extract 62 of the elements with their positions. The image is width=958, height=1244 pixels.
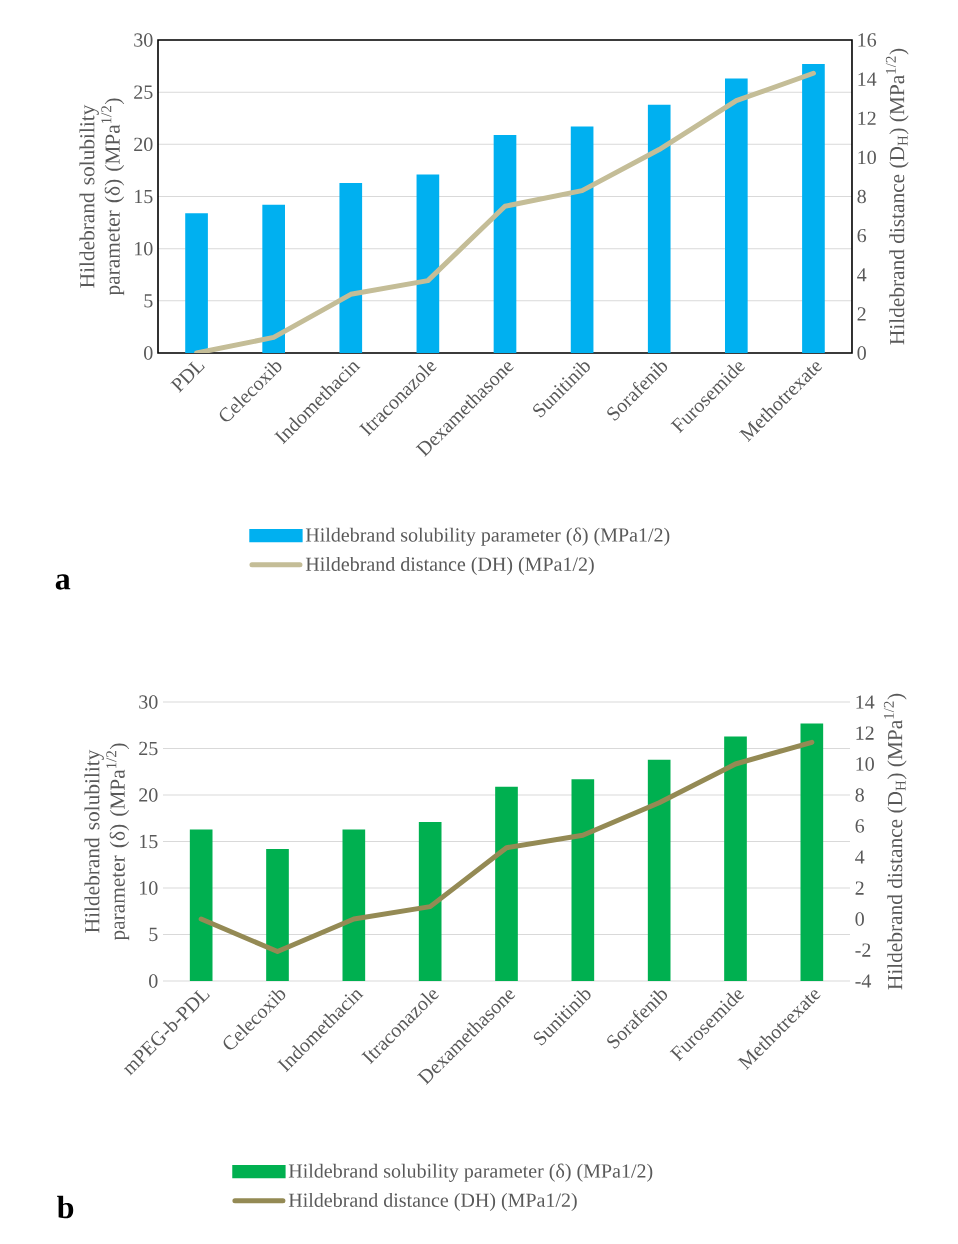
y2-tick-label: 12: [858, 111, 876, 125]
y-tick-label: 25: [134, 85, 153, 99]
y-tick-label: 5: [144, 294, 153, 308]
y2-tick-label: 0: [857, 346, 866, 360]
bar: [571, 779, 595, 982]
y-tick-label: 0: [149, 974, 158, 988]
bar: [647, 759, 671, 982]
y2-tick-label: 10: [858, 150, 876, 165]
y-axis-title: Hildebrand solubility parameter (δ) (MPa$^{1/2}$): [79, 98, 125, 296]
y-tick-label: 25: [139, 741, 158, 756]
legend-label: Hildebrand solubility parameter (δ) (MPa1/2): [288, 1163, 653, 1182]
bar: [418, 821, 442, 982]
bar: [570, 126, 594, 353]
bar: [725, 78, 748, 353]
bar: [802, 64, 825, 353]
y-tick-label: 30: [134, 33, 153, 47]
y-tick-label: 20: [134, 137, 153, 152]
x-tick-label: PDL: [170, 361, 205, 393]
y2-tick-label: 14: [856, 695, 875, 709]
text: b: [57, 1195, 74, 1219]
y-tick-label: 0: [144, 346, 153, 360]
y-tick-label: 5: [149, 927, 158, 942]
y2-tick-label: 16: [858, 33, 877, 47]
y2-tick-label: 6: [855, 819, 865, 833]
y2-tick-label: 12: [856, 726, 874, 740]
y2-tick-label: 8: [857, 189, 866, 204]
y2-tick-label: 6: [857, 228, 867, 243]
bar: [724, 736, 747, 982]
y2-tick-label: 2: [857, 307, 866, 321]
y2-tick-label: 8: [855, 788, 864, 802]
y2-tick-label: 4: [855, 850, 865, 864]
bar: [189, 829, 213, 982]
bar: [495, 786, 518, 982]
y-tick-label: 30: [139, 695, 158, 709]
legend-label: Hildebrand distance (DH) (MPa1/2): [288, 1192, 577, 1212]
y2-tick-label: 2: [855, 881, 864, 895]
y2-tick-label: 14: [858, 72, 877, 86]
bar: [493, 134, 517, 353]
y-tick-label: 10: [140, 881, 158, 895]
bar: [342, 829, 366, 982]
bar: [339, 182, 363, 353]
text: a: [55, 574, 71, 590]
y2-tick-label: 0: [855, 912, 864, 926]
y-axis-title: Hildebrand solubility parameter (δ) (MPa$^{1/2}$): [84, 743, 130, 941]
legend-label: Hildebrand distance (DH) (MPa1/2): [305, 556, 594, 576]
y-tick-label: 15: [140, 834, 158, 849]
y2-tick-label: 4: [857, 268, 867, 282]
bar: [185, 213, 208, 353]
y2-tick-label: -2: [855, 943, 871, 957]
bar: [416, 174, 440, 353]
bar: [800, 723, 824, 982]
bar: [647, 104, 671, 353]
y-tick-label: 20: [139, 788, 158, 802]
bar: [266, 848, 289, 982]
y2-axis-title: Hildebrand distance (D$_{H}$) (MPa$^{1/2}$): [883, 693, 907, 990]
y2-axis-title: Hildebrand distance (D$_{H}$) (MPa$^{1/2}$): [885, 48, 909, 345]
bar: [262, 204, 285, 353]
y-tick-label: 15: [135, 189, 153, 204]
y-tick-label: 10: [135, 241, 153, 256]
y2-tick-label: 10: [856, 757, 874, 771]
y2-tick-label: -4: [855, 974, 872, 988]
legend-label: Hildebrand solubility parameter (δ) (MPa1/2): [305, 527, 670, 546]
